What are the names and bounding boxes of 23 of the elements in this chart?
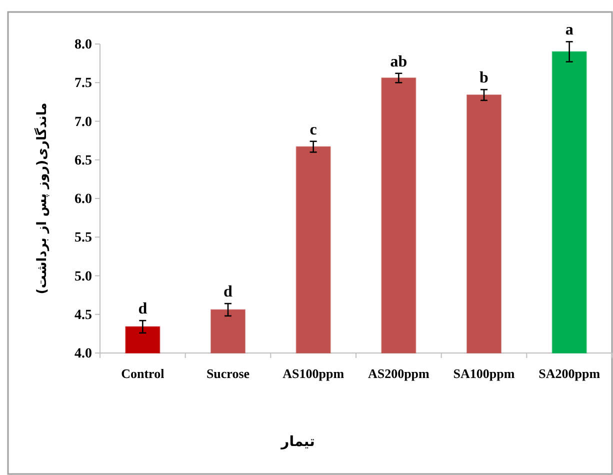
annotation: a <box>565 22 574 39</box>
y-tick-label: 4.5 <box>74 308 92 323</box>
annotation: c <box>310 121 317 138</box>
y-tick-label: 8.0 <box>74 38 92 52</box>
x-tick-label: SA200ppm <box>538 366 600 381</box>
x-axis-title: تیمار <box>280 434 315 450</box>
y-tick-label: 5.5 <box>74 230 92 246</box>
x-tick-label: SA100ppm <box>453 366 515 381</box>
annotation: d <box>138 300 148 318</box>
x-tick-label: Control <box>121 366 165 381</box>
annotation: b <box>480 70 489 87</box>
x-tick-label: AS100ppm <box>282 366 344 381</box>
y-tick-label: 6.5 <box>74 153 92 168</box>
x-tick-label: AS200ppm <box>368 366 430 381</box>
y-tick-label: 7.0 <box>74 114 92 130</box>
y-tick-label: 5.0 <box>74 269 92 284</box>
annotation: d <box>224 284 233 301</box>
y-axis-title: ماندگاری(روز پس از برداشت) <box>34 102 50 294</box>
y-tick-label: 7.5 <box>74 76 92 92</box>
y-tick-label: 4.0 <box>74 346 92 362</box>
annotation: ab <box>390 53 408 70</box>
y-tick-label: 6.0 <box>74 192 92 207</box>
x-tick-label: Sucrose <box>206 366 250 381</box>
